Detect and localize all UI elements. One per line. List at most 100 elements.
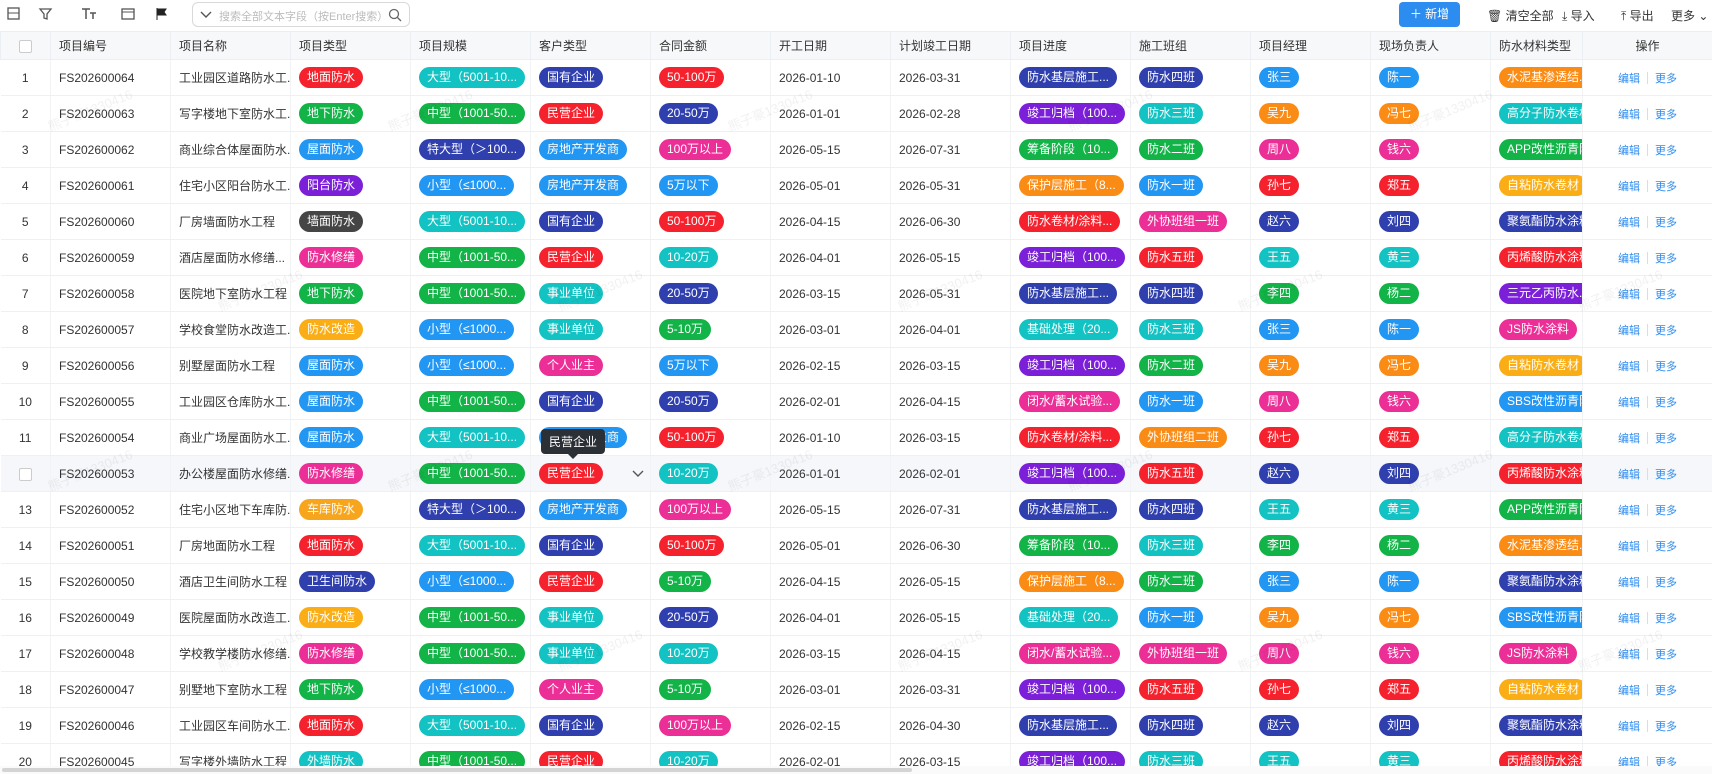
table-row[interactable]: 3 FS202600062 商业综合体屋面防水... 屋面防水 特大型（＞100... 房…	[0, 131, 1712, 168]
table-row[interactable]: 1 FS202600064 工业园区道路防水工... 地面防水 大型（5001-10..…	[0, 59, 1712, 96]
column-header[interactable]: 客户类型	[530, 31, 651, 60]
cell: 5万以下	[650, 167, 771, 204]
scrollbar-thumb[interactable]	[2, 768, 912, 772]
more-link[interactable]: 更多	[1655, 756, 1677, 767]
column-header[interactable]: 项目编号	[50, 31, 171, 60]
edit-link[interactable]: 编辑	[1618, 180, 1640, 193]
scrollbar[interactable]	[0, 766, 1712, 774]
table-row[interactable]: 17 FS202600048 学校教学楼防水修缮... 防水修缮 中型（1001-50.…	[0, 635, 1712, 672]
edit-link[interactable]: 编辑	[1618, 144, 1640, 157]
column-header[interactable]: 施工班组	[1130, 31, 1251, 60]
more-link[interactable]: 更多	[1655, 144, 1677, 157]
more-link[interactable]: 更多	[1655, 180, 1677, 193]
tag: 小型（≤1000...	[419, 175, 515, 196]
icon-filter[interactable]	[38, 6, 54, 22]
more-link[interactable]: 更多	[1655, 216, 1677, 229]
table-row[interactable]: 5 FS202600060 厂房墙面防水工程 墙面防水 大型（5001-10... 国有企…	[0, 203, 1712, 240]
table-row[interactable]: 11 FS202600054 商业广场屋面防水工... 屋面防水 大型（5001-10.…	[0, 419, 1712, 456]
table-row[interactable]: 7 FS202600058 医院地下室防水工程 地下防水 中型（1001-50... 事业…	[0, 275, 1712, 312]
dropdown-chevron[interactable]	[632, 469, 644, 479]
more-link[interactable]: 更多	[1655, 504, 1677, 517]
table-row[interactable]: 9 FS202600056 别墅屋面防水工程 屋面防水 小型（≤1000... 个人业主 5…	[0, 347, 1712, 384]
column-header[interactable]: 操作	[1582, 31, 1712, 60]
table-row[interactable]: 13 FS202600052 住宅小区地下车库防... 车库防水 特大型（＞100...…	[0, 491, 1712, 528]
more-button[interactable]: 更多 ⌄	[1671, 9, 1709, 23]
edit-link[interactable]: 编辑	[1618, 72, 1640, 85]
more-link[interactable]: 更多	[1655, 684, 1677, 697]
edit-link[interactable]: 编辑	[1618, 720, 1640, 733]
edit-link[interactable]: 编辑	[1618, 756, 1640, 767]
edit-link[interactable]: 编辑	[1618, 648, 1640, 661]
more-link[interactable]: 更多	[1655, 576, 1677, 589]
tag: 50-100万	[659, 535, 725, 556]
tag: 基础处理（20...	[1019, 319, 1119, 340]
edit-link[interactable]: 编辑	[1618, 324, 1640, 337]
more-link[interactable]: 更多	[1655, 252, 1677, 265]
more-link[interactable]: 更多	[1655, 288, 1677, 301]
edit-link[interactable]: 编辑	[1618, 108, 1640, 121]
more-link[interactable]: 更多	[1655, 108, 1677, 121]
table-row[interactable]: 18 FS202600047 别墅地下室防水工程 地下防水 小型（≤1000... 个人业…	[0, 671, 1712, 708]
row-checkbox[interactable]	[18, 467, 32, 481]
icon-fields[interactable]	[6, 6, 22, 22]
edit-link[interactable]: 编辑	[1618, 504, 1640, 517]
search-box[interactable]: 搜索全部文本字段（按Enter搜索）	[192, 2, 410, 27]
more-link[interactable]: 更多	[1655, 396, 1677, 409]
column-header[interactable]: 计划竣工日期	[890, 31, 1011, 60]
column-header[interactable]: 合同金额	[650, 31, 771, 60]
more-link[interactable]: 更多	[1655, 612, 1677, 625]
edit-link[interactable]: 编辑	[1618, 576, 1640, 589]
table-row[interactable]: 6 FS202600059 酒店屋面防水修缮... 防水修缮 中型（1001-50...…	[0, 239, 1712, 276]
icon-text-size[interactable]	[80, 6, 98, 22]
icon-calendar[interactable]	[120, 6, 136, 22]
edit-link[interactable]: 编辑	[1618, 432, 1640, 445]
edit-link[interactable]: 编辑	[1618, 684, 1640, 697]
edit-link[interactable]: 编辑	[1618, 288, 1640, 301]
import-button[interactable]: ⤓ 导入	[1562, 9, 1595, 23]
edit-link[interactable]: 编辑	[1618, 612, 1640, 625]
table-row[interactable]: 16 FS202600049 医院屋面防水改造工... 防水改造 中型（1001-50.…	[0, 599, 1712, 636]
more-link[interactable]: 更多	[1655, 72, 1677, 85]
edit-link[interactable]: 编辑	[1618, 360, 1640, 373]
column-header[interactable]: 项目进度	[1010, 31, 1131, 60]
edit-link[interactable]: 编辑	[1618, 540, 1640, 553]
edit-link[interactable]: 编辑	[1618, 216, 1640, 229]
cell: 民营企业	[530, 239, 651, 276]
more-link[interactable]: 更多	[1655, 360, 1677, 373]
clear-button[interactable]: 🗑 清空全部	[1487, 9, 1554, 23]
column-header[interactable]: 防水材料类型	[1490, 31, 1583, 60]
add-button[interactable]: ＋ 新增	[1399, 2, 1460, 27]
table-row[interactable]: 10 FS202600055 工业园区仓库防水工... 屋面防水 中型（1001-50.…	[0, 383, 1712, 420]
table-row[interactable]: 19 FS202600046 工业园区车间防水工... 地面防水 大型（5001-10.…	[0, 707, 1712, 744]
table-row[interactable]: FS202600053 办公楼屋面防水修缮... 防水修缮 中型（1001-50...…	[0, 455, 1712, 492]
column-header[interactable]: 现场负责人	[1370, 31, 1491, 60]
edit-link[interactable]: 编辑	[1618, 252, 1640, 265]
icon-flag[interactable]	[154, 6, 170, 22]
more-link[interactable]: 更多	[1655, 540, 1677, 553]
column-header[interactable]: 项目经理	[1250, 31, 1371, 60]
edit-link[interactable]: 编辑	[1618, 468, 1640, 481]
column-header[interactable]: 项目类型	[290, 31, 411, 60]
more-link[interactable]: 更多	[1655, 432, 1677, 445]
cell-text: 2026-05-15	[899, 250, 961, 265]
more-link[interactable]: 更多	[1655, 720, 1677, 733]
checkbox[interactable]	[19, 39, 32, 53]
more-link[interactable]: 更多	[1655, 468, 1677, 481]
more-link[interactable]: 更多	[1655, 324, 1677, 337]
action-cell: 编辑 更多	[1582, 419, 1712, 456]
cell: 别墅屋面防水工程	[170, 347, 291, 384]
edit-link[interactable]: 编辑	[1618, 396, 1640, 409]
more-link[interactable]: 更多	[1655, 648, 1677, 661]
table-row[interactable]: 8 FS202600057 学校食堂防水改造工... 防水改造 小型（≤1000... 事…	[0, 311, 1712, 348]
row-number: 8	[21, 322, 29, 337]
table-row[interactable]: 2 FS202600063 写字楼地下室防水工... 地下防水 中型（1001-50..…	[0, 95, 1712, 132]
column-header[interactable]: 项目规模	[410, 31, 531, 60]
tag: 5-10万	[659, 679, 712, 700]
export-button[interactable]: ⤒ 导出	[1621, 9, 1654, 23]
table-row[interactable]: 15 FS202600050 酒店卫生间防水工程 卫生间防水 小型（≤1000... 民营…	[0, 563, 1712, 600]
column-header[interactable]: 开工日期	[770, 31, 891, 60]
column-header[interactable]: 项目名称	[170, 31, 291, 60]
table-row[interactable]: 14 FS202600051 厂房地面防水工程 地面防水 大型（5001-10... 国有…	[0, 527, 1712, 564]
table-row[interactable]: 20 FS202600045 写字楼外墙防水工程 外墙防水 中型（1001-50... 民…	[0, 743, 1712, 767]
table-row[interactable]: 4 FS202600061 住宅小区阳台防水工... 阳台防水 小型（≤1000... 房…	[0, 167, 1712, 204]
